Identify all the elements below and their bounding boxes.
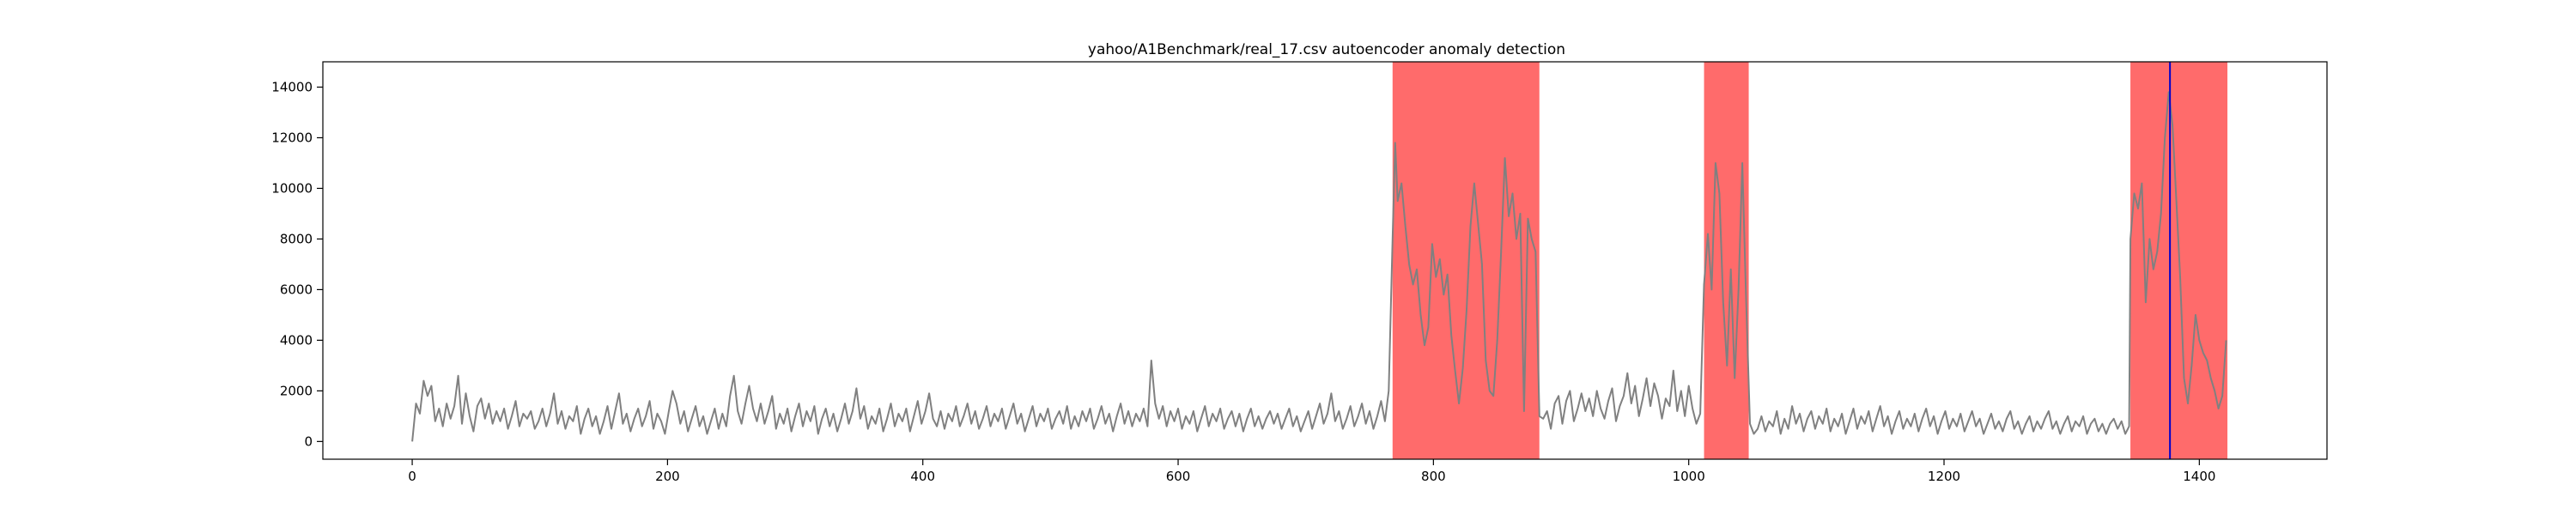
x-tick-label-200: 200: [655, 469, 680, 484]
y-tick-label-6000: 6000: [280, 282, 313, 297]
series-line: [411, 91, 2227, 442]
x-tick-label-1200: 1200: [1928, 469, 1960, 484]
x-tick-label-800: 800: [1421, 469, 1446, 484]
y-tick-label-2000: 2000: [280, 383, 313, 398]
anomaly-region-2: [1704, 62, 1749, 459]
plot-frame: [322, 61, 2328, 460]
x-tick-label-600: 600: [1166, 469, 1191, 484]
series-group: [411, 91, 2227, 442]
anomaly-region-1: [1392, 62, 1540, 459]
y-tick-label-10000: 10000: [271, 180, 313, 196]
y-tick-label-8000: 8000: [280, 231, 313, 246]
x-tick-label-400: 400: [910, 469, 935, 484]
y-tick-label-0: 0: [304, 433, 313, 449]
y-tick-label-4000: 4000: [280, 332, 313, 348]
anomaly-regions: [1392, 62, 2228, 459]
chart-title: yahoo/A1Benchmark/real_17.csv autoencode…: [1088, 41, 1565, 58]
x-tick-label-1400: 1400: [2183, 469, 2215, 484]
y-tick-label-14000: 14000: [271, 79, 313, 94]
y-tick-label-12000: 12000: [271, 130, 313, 145]
x-tick-label-1000: 1000: [1673, 469, 1705, 484]
y-axis: 0 2000 4000 6000 8000 10000 12000 14000: [271, 79, 323, 449]
x-axis: 0 200 400 600 800 1000 1200 1400: [408, 459, 2215, 484]
x-tick-label-0: 0: [408, 469, 416, 484]
